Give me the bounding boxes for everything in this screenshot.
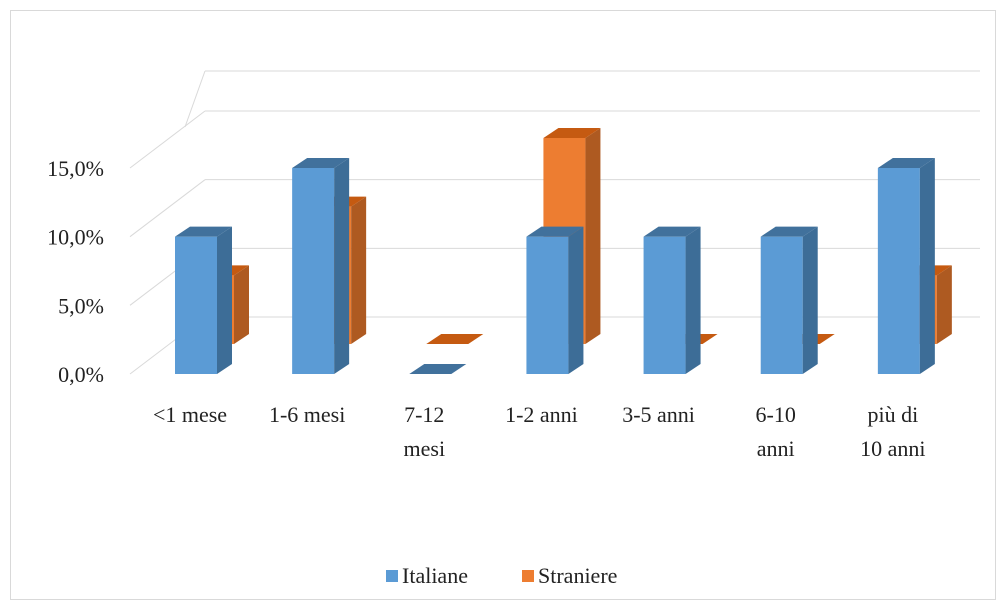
bar-side [802, 226, 818, 374]
x-tick-label: mesi [404, 436, 446, 461]
bar-top [409, 364, 467, 374]
x-tick-label: 10 anni [860, 436, 925, 461]
bar-top [643, 226, 701, 237]
x-tick-label: 1-6 mesi [269, 402, 345, 427]
bar-side [351, 196, 367, 344]
x-tick-label: 3-5 anni [622, 402, 695, 427]
x-tick-label: <1 mese [153, 402, 227, 427]
bar-italiane-1 [292, 168, 335, 374]
x-tick-label: anni [757, 436, 795, 461]
gridline-diagonal [129, 110, 206, 169]
x-tick-label: più di [867, 402, 918, 427]
bar-side [585, 128, 601, 344]
bar-top [175, 226, 232, 237]
legend-swatch-italiane [386, 570, 398, 582]
bar-side [685, 226, 701, 374]
legend-label-straniere: Straniere [538, 563, 617, 588]
gridline-diagonal [184, 70, 206, 128]
y-tick-label: 10,0% [47, 225, 104, 250]
y-tick-label: 15,0% [47, 156, 104, 181]
bar-italiane-4 [643, 236, 686, 374]
bar-italiane-5 [760, 236, 803, 374]
bar-side [936, 265, 952, 344]
bar-side [334, 158, 350, 374]
bar-side [919, 158, 935, 374]
bar-side [217, 226, 232, 374]
y-tick-label: 5,0% [58, 293, 104, 318]
legend-swatch-straniere [522, 570, 534, 582]
bar-top [760, 226, 818, 237]
bar-italiane-0 [175, 236, 217, 374]
bar-top [426, 334, 484, 344]
bar-top [526, 226, 584, 237]
legend-label-italiane: Italiane [402, 563, 468, 588]
bar-top [543, 128, 601, 138]
gridline-diagonal [129, 179, 206, 238]
x-tick-label: 7-12 [404, 402, 444, 427]
bar-top [292, 158, 350, 168]
bar-italiane-3 [526, 236, 569, 374]
y-tick-label: 0,0% [58, 362, 104, 387]
bar-side [568, 226, 584, 374]
chart-area [10, 10, 996, 600]
x-tick-label: 1-2 anni [505, 402, 578, 427]
bar-side [234, 265, 249, 344]
x-tick-label: 6-10 [756, 402, 796, 427]
bar-italiane-6 [877, 168, 920, 374]
bar-top [877, 158, 935, 168]
